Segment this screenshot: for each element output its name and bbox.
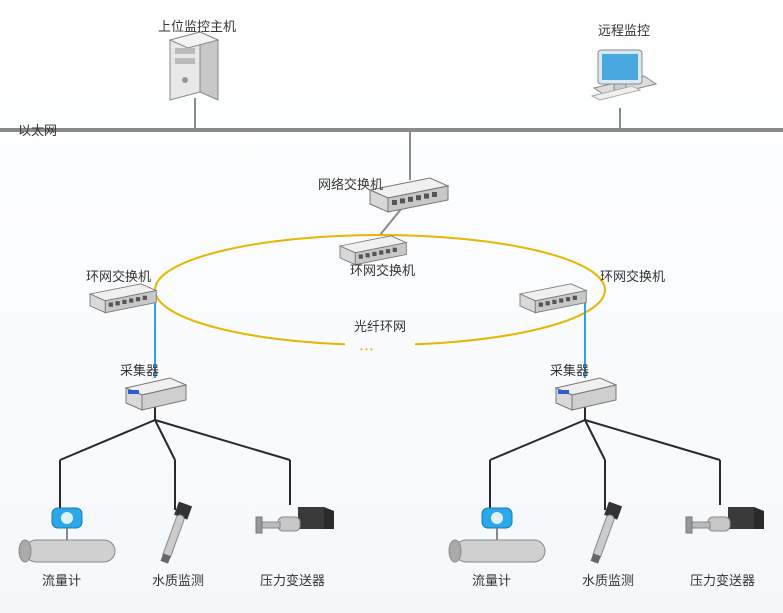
flowmeter-right-icon	[449, 508, 545, 562]
collector-left-label: 采集器	[120, 360, 159, 379]
waterquality-left-label: 水质监测	[152, 570, 204, 589]
fiber-ring-label: 光纤环网	[354, 316, 406, 335]
ring-switch-right-icon	[520, 284, 586, 313]
remote-monitor-icon	[592, 50, 656, 100]
ethernet-label: 以太网	[18, 120, 57, 139]
waterprobe-left-icon	[161, 502, 193, 564]
pressure-left-icon	[256, 507, 334, 533]
pressure-right-label: 压力变送器	[690, 570, 755, 589]
collector-right-label: 采集器	[550, 360, 589, 379]
diagram-devices	[0, 0, 783, 613]
ring-switch-top-label: 环网交换机	[350, 260, 415, 279]
pressure-right-icon	[686, 507, 764, 533]
network-switch-label: 网络交换机	[318, 174, 383, 193]
flowmeter-left-icon	[19, 508, 115, 562]
host-pc-icon	[170, 32, 218, 100]
ring-switch-right-label: 环网交换机	[600, 266, 665, 285]
flowmeter-left-label: 流量计	[42, 570, 81, 589]
remote-label: 远程监控	[598, 20, 650, 39]
ring-switch-left-icon	[90, 284, 156, 313]
host-label: 上位监控主机	[158, 16, 236, 35]
collector-right-icon	[556, 378, 616, 410]
collector-left-icon	[126, 378, 186, 410]
ring-switch-left-label: 环网交换机	[86, 266, 151, 285]
waterquality-right-label: 水质监测	[582, 570, 634, 589]
waterprobe-right-icon	[591, 502, 623, 564]
flowmeter-right-label: 流量计	[472, 570, 511, 589]
pressure-left-label: 压力变送器	[260, 570, 325, 589]
